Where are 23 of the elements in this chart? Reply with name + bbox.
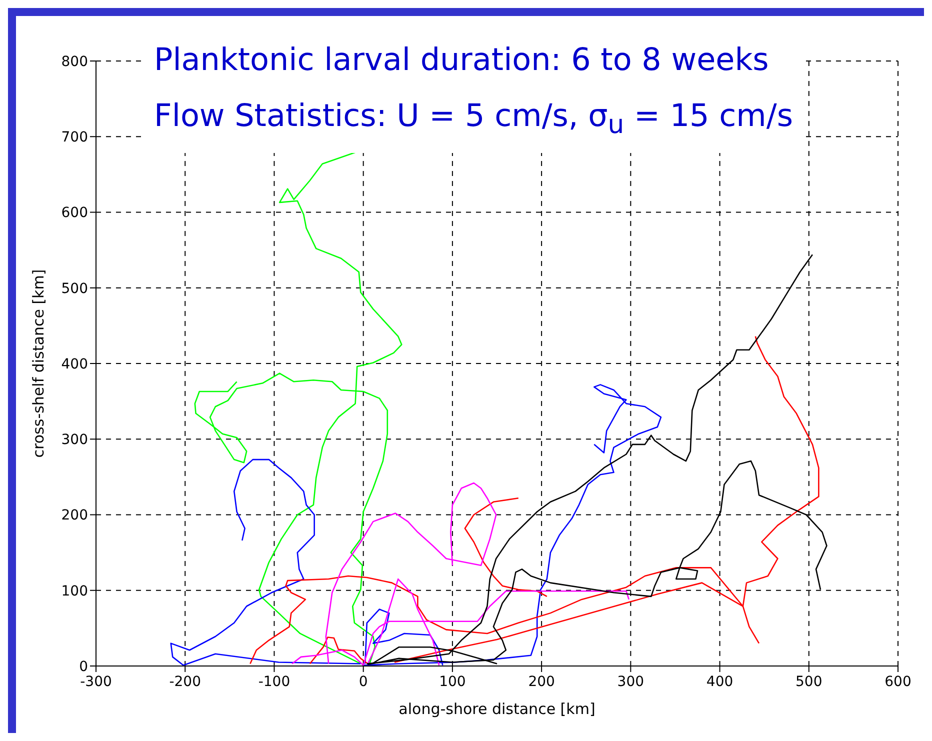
- y-tick-label: 0: [79, 658, 88, 675]
- y-tick-label: 600: [61, 205, 88, 222]
- y-tick-label: 400: [61, 356, 88, 372]
- text: Flow Statistics: U = 5 cm/s, σ$_{u}$ = 15 cm/s: [154, 97, 793, 142]
- x-axis-title: along-shore distance [km]: [398, 700, 596, 718]
- x-tick-label: -300: [80, 674, 112, 690]
- x-tick-label: 200: [528, 674, 555, 690]
- chart-title: Planktonic larval duration: 6 to 8 weeks: [154, 41, 770, 80]
- y-tick-label: 300: [61, 432, 88, 448]
- x-tick-label: -200: [169, 674, 201, 690]
- x-tick-label: 500: [796, 674, 822, 690]
- y-tick-label: 200: [61, 508, 88, 524]
- y-tick-label: 500: [61, 280, 88, 297]
- x-tick-label: 600: [884, 674, 912, 690]
- y-axis-title: cross-shelf distance [km]: [29, 269, 48, 458]
- x-tick-label: 300: [617, 674, 644, 690]
- y-tick-label: 700: [61, 130, 88, 146]
- x-tick-label: 100: [439, 674, 466, 690]
- x-tick-label: -100: [258, 674, 290, 690]
- y-tick-label: 100: [61, 583, 88, 600]
- x-tick-label: 0: [358, 674, 368, 690]
- x-tick-label: 400: [706, 674, 734, 690]
- y-tick-label: 800: [61, 54, 88, 70]
